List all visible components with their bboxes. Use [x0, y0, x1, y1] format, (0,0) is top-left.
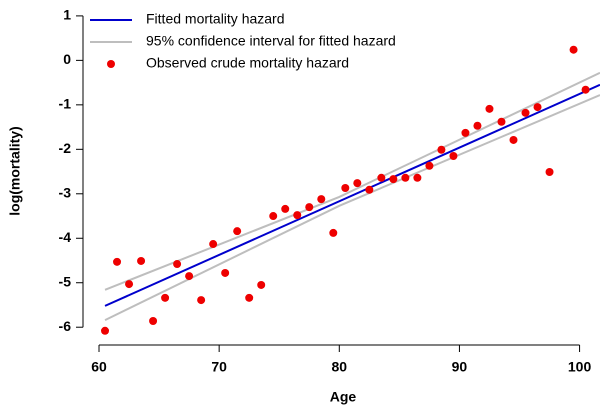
point: [197, 296, 206, 305]
point: [437, 145, 446, 154]
x-tick-label: 100: [568, 359, 592, 375]
point: [125, 280, 134, 289]
point: [533, 103, 542, 112]
point: [521, 108, 530, 117]
point: [185, 272, 194, 281]
point: [281, 204, 290, 213]
point: [485, 104, 494, 113]
y-tick-label: 0: [63, 51, 71, 67]
point: [245, 293, 254, 302]
x-tick-label: 90: [452, 359, 468, 375]
point: [473, 121, 482, 130]
point: [209, 240, 218, 249]
y-axis-label: log(mortality): [7, 126, 23, 215]
x-tick-label: 70: [211, 359, 227, 375]
point: [329, 228, 338, 237]
point: [305, 203, 314, 212]
y-tick-label: -2: [59, 140, 72, 156]
point: [293, 211, 302, 220]
point: [389, 175, 398, 184]
ci-upper: [104, 71, 600, 291]
point: [161, 293, 170, 302]
y-tick-label: 1: [63, 7, 71, 23]
point: [233, 227, 242, 236]
point: [137, 256, 146, 265]
point: [269, 212, 278, 221]
fitted-line: [104, 83, 600, 307]
y-tick-label: -5: [59, 273, 72, 289]
point: [497, 117, 506, 126]
y-tick-label: -4: [59, 229, 72, 245]
x-tick-label: 80: [332, 359, 348, 375]
x-tick-label: 60: [91, 359, 107, 375]
point: [149, 316, 158, 325]
y-tick-label: -1: [59, 96, 72, 112]
point: [365, 185, 374, 194]
point: [101, 326, 110, 335]
point: [257, 280, 266, 289]
point: [581, 85, 590, 94]
point: [449, 151, 458, 160]
point: [377, 173, 386, 182]
point: [113, 257, 122, 266]
point: [173, 260, 182, 269]
point: [341, 184, 350, 193]
y-tick-label: -3: [59, 184, 72, 200]
point: [545, 167, 554, 176]
point: [425, 161, 434, 170]
point: [401, 173, 410, 182]
legend-label: 95% confidence interval for fitted hazar…: [146, 33, 396, 49]
x-axis-label: Age: [330, 389, 357, 405]
ci-lower: [104, 94, 600, 321]
point: [221, 268, 230, 277]
point: [569, 45, 578, 54]
point: [353, 179, 362, 188]
point: [509, 135, 518, 144]
point: [413, 173, 422, 182]
legend-label: Observed crude mortality hazard: [146, 55, 349, 71]
y-tick-label: -6: [59, 318, 72, 334]
point: [317, 195, 326, 204]
point: [461, 128, 470, 137]
legend-symbol: [107, 60, 115, 68]
legend-label: Fitted mortality hazard: [146, 11, 285, 27]
